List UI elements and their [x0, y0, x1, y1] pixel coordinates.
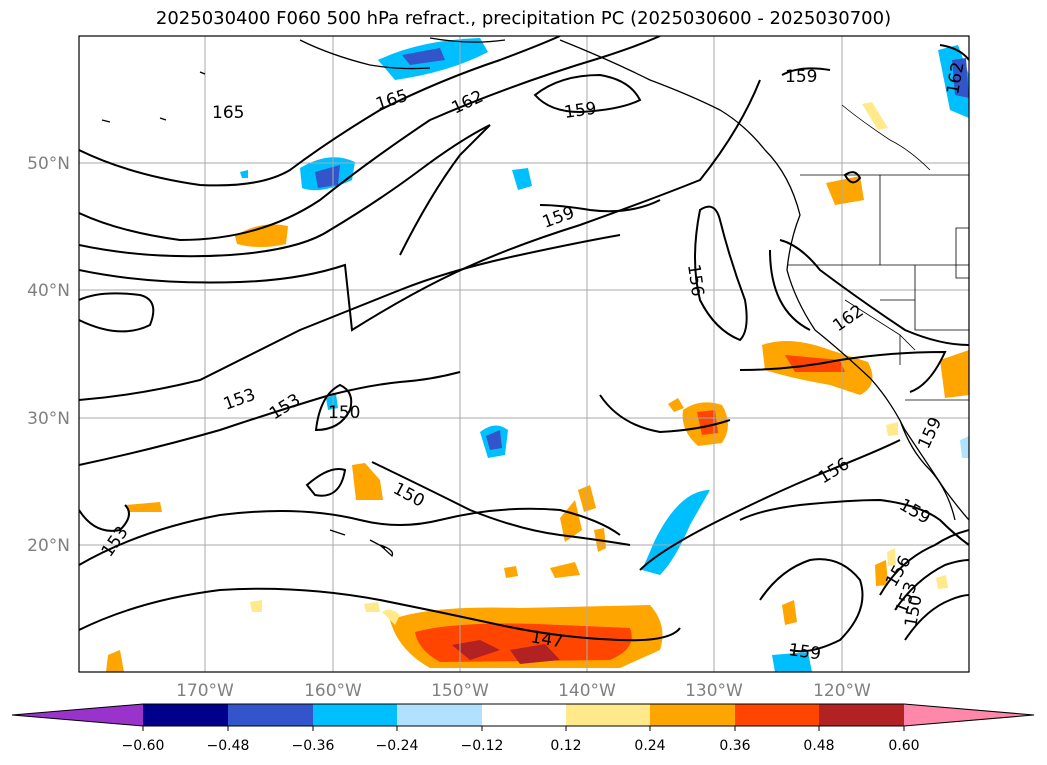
contour-label: 156: [683, 263, 707, 298]
colorbar: −0.60 −0.48 −0.36 −0.24 −0.12 0.12 0.24 …: [11, 703, 1035, 754]
colorbar-tick-label: 0.12: [550, 738, 581, 754]
political-borders: [787, 104, 969, 401]
coastlines: [101, 37, 969, 558]
lon-label: 160°W: [304, 681, 362, 701]
colorbar-tick-label: 0.24: [634, 738, 665, 754]
colorbar-bin: [143, 704, 228, 726]
colorbar-tick-label: −0.24: [376, 738, 419, 754]
graticule: [79, 36, 969, 672]
colorbar-bin: [482, 704, 566, 726]
colorbar-ticks: [142, 726, 905, 731]
colorbar-tick-label: 0.36: [719, 738, 750, 754]
contour-label: 159: [563, 99, 598, 123]
contour-label: 165: [212, 103, 244, 123]
colorbar-tick-label: 0.60: [888, 738, 919, 754]
refractivity-contours: [79, 36, 969, 653]
colorbar-tick-label: 0.48: [803, 738, 834, 754]
contour-label: 159: [787, 640, 822, 664]
latitude-labels: 50°N 40°N 30°N 20°N: [27, 154, 70, 556]
colorbar-bin: [313, 704, 397, 726]
colorbar-bin: [397, 704, 482, 726]
colorbar-bin: [228, 704, 313, 726]
lat-label: 30°N: [27, 409, 70, 429]
colorbar-max-extend: [904, 704, 1034, 726]
lon-label: 130°W: [685, 681, 743, 701]
colorbar-bin: [650, 704, 735, 726]
lon-label: 170°W: [176, 681, 234, 701]
lon-label: 150°W: [431, 681, 489, 701]
colorbar-tick-label: −0.36: [292, 738, 335, 754]
colorbar-bin: [735, 704, 819, 726]
contour-label: 150: [328, 403, 360, 423]
colorbar-min-extend: [12, 704, 143, 726]
colorbar-tick-label: −0.60: [122, 738, 165, 754]
lat-label: 20°N: [27, 536, 70, 556]
chart-title: 2025030400 F060 500 hPa refract., precip…: [155, 8, 892, 29]
longitude-labels: 170°W 160°W 150°W 140°W 130°W 120°W: [176, 681, 871, 701]
lon-label: 120°W: [813, 681, 871, 701]
colorbar-bin: [819, 704, 904, 726]
colorbar-tick-label: −0.48: [207, 738, 250, 754]
contour-label: 159: [785, 67, 817, 87]
lat-label: 50°N: [27, 154, 70, 174]
lon-label: 140°W: [558, 681, 616, 701]
colorbar-bin: [566, 704, 650, 726]
lat-label: 40°N: [27, 281, 70, 301]
map-frame: [78, 35, 970, 673]
colorbar-tick-label: −0.12: [461, 738, 504, 754]
